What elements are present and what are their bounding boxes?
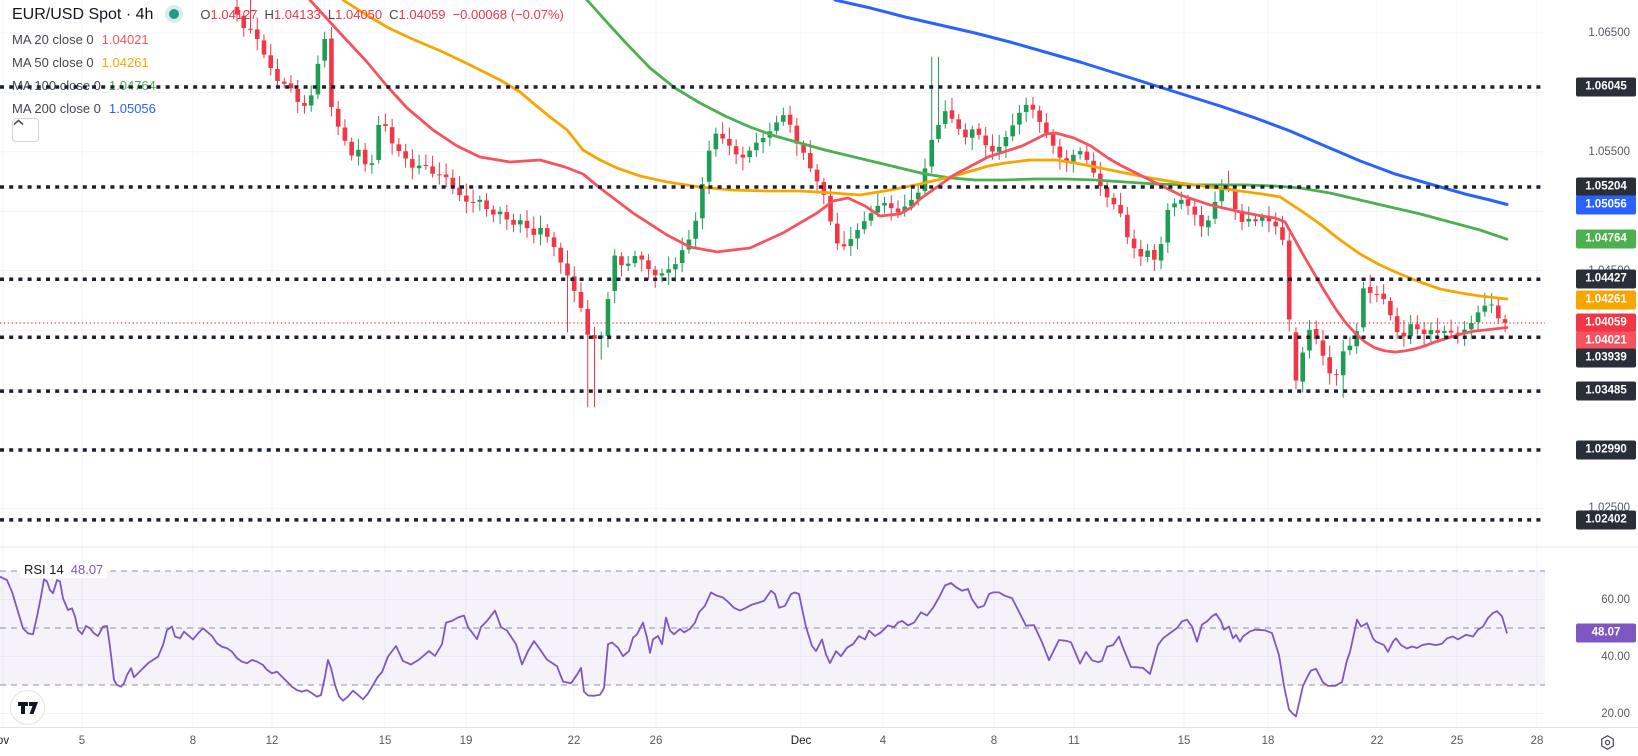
ohlc-values: O1.04127 H1.04133 L1.04050 C1.04059 −0.00068… — [200, 7, 564, 22]
time-axis[interactable]: ov 5 8 12 15 19 22 26 Dec 4 8 11 15 18 22 25 28 — [0, 727, 1638, 756]
rsi-legend-row[interactable]: RSI 14 48.07 — [20, 561, 108, 578]
ma20-value: 1.04021 — [101, 32, 149, 47]
tradingview-logo[interactable] — [10, 690, 45, 725]
time-axis-label: 4 — [879, 735, 887, 747]
high-value: 1.04133 — [273, 7, 321, 22]
time-axis-label: 15 — [378, 735, 392, 747]
low-value: 1.04050 — [335, 7, 383, 22]
price-axis-label: 1.05500 — [1588, 145, 1630, 158]
gear-icon[interactable] — [1599, 734, 1616, 751]
level-axis-badge: 1.04427 — [1576, 269, 1636, 289]
collapse-legend-button[interactable] — [12, 118, 39, 142]
time-axis-label: 12 — [265, 735, 279, 747]
symbol-row: EUR/USD Spot · 4h O1.04127 H1.04133 L1.0405… — [12, 4, 564, 26]
level-axis-badge: 1.05204 — [1576, 177, 1636, 197]
ma200-legend-row[interactable]: MA 200 close 0 1.05056 — [12, 101, 156, 116]
level-axis-badge: 1.02402 — [1576, 510, 1636, 530]
ma20-axis-badge: 1.04021 — [1576, 331, 1636, 351]
time-axis-label: 22 — [567, 735, 581, 747]
change-value: −0.00068 (−0.07%) — [452, 7, 564, 22]
rsi-axis-label: 60.00 — [1601, 593, 1630, 606]
ma200-value: 1.05056 — [108, 101, 156, 116]
price-axis-label: 1.06500 — [1588, 27, 1630, 39]
price-axis-badge: 1.04059 — [1576, 313, 1636, 333]
ma50-value: 1.04261 — [101, 55, 149, 70]
time-axis-label: 19 — [459, 735, 473, 747]
ma200-axis-badge: 1.05056 — [1576, 195, 1636, 215]
rsi-axis-label: 40.00 — [1601, 650, 1630, 663]
price-axis[interactable]: 1.065001.060001.055001.050001.045001.040… — [1545, 0, 1638, 727]
time-axis-label: 18 — [1261, 735, 1275, 747]
time-axis-label: 8 — [990, 735, 998, 747]
level-axis-badge: 1.03939 — [1576, 348, 1636, 368]
close-value: 1.04059 — [398, 7, 446, 22]
rsi-axis-label: 20.00 — [1601, 707, 1630, 720]
ma50-legend-row[interactable]: MA 50 close 0 1.04261 — [12, 55, 149, 70]
time-axis-label: 22 — [1370, 735, 1384, 747]
ma50-axis-badge: 1.04261 — [1576, 290, 1636, 310]
market-status-icon — [165, 4, 184, 23]
time-axis-label: 5 — [78, 735, 86, 747]
rsi-label: RSI 14 — [24, 562, 64, 577]
time-axis-label: 25 — [1450, 735, 1464, 747]
ma100-value: 1.04764 — [108, 78, 156, 93]
time-axis-label: 15 — [1177, 735, 1191, 747]
chevron-up-icon — [13, 119, 24, 126]
time-axis-label: ov — [0, 735, 10, 747]
ma100-axis-badge: 1.04764 — [1576, 229, 1636, 249]
level-axis-badge: 1.02990 — [1576, 440, 1636, 460]
time-axis-label: 8 — [189, 735, 197, 747]
time-axis-label: 26 — [649, 735, 663, 747]
time-axis-label: 11 — [1068, 735, 1080, 747]
level-axis-badge: 1.06045 — [1576, 77, 1636, 97]
rsi-value: 48.07 — [70, 562, 104, 577]
symbol-title[interactable]: EUR/USD Spot · 4h — [12, 6, 154, 23]
open-value: 1.04127 — [210, 7, 258, 22]
time-axis-label: Dec — [790, 735, 812, 747]
ma100-legend-row[interactable]: MA 100 close 0 1.04764 — [12, 78, 156, 93]
ma20-legend-row[interactable]: MA 20 close 0 1.04021 — [12, 32, 149, 47]
rsi-axis-badge: 48.07 — [1576, 623, 1636, 643]
time-axis-label: 28 — [1530, 735, 1544, 747]
level-axis-badge: 1.03485 — [1576, 381, 1636, 401]
tradingview-mark-icon — [18, 702, 38, 714]
